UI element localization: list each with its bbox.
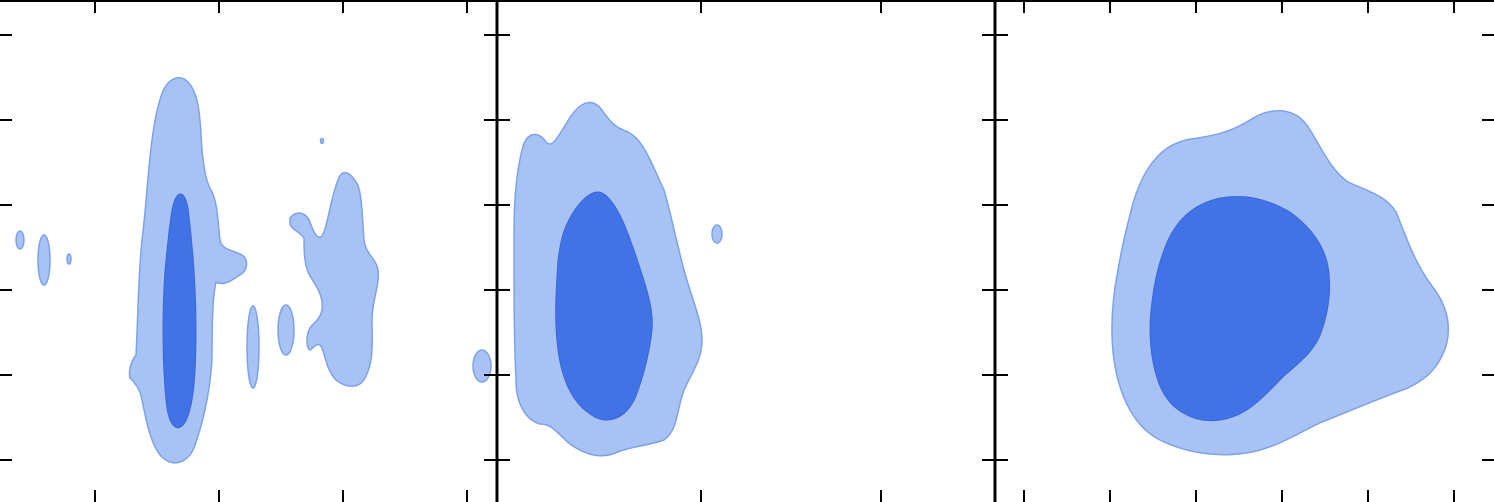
middle-inner-blob [555,191,653,421]
left-outer-speck-4 [246,305,260,389]
panel-left [15,77,492,464]
panel-middle-inner-contour [555,191,653,421]
left-outer-blob-right [289,171,380,387]
panel-right [1111,110,1450,456]
panel-middle [513,101,723,457]
left-outer-speck-2 [37,234,51,286]
left-inner-blob [162,193,197,429]
left-outer-speck-5 [277,304,295,356]
panel-left-outer-contour [15,77,492,464]
panel-right-inner-contour [1149,196,1331,422]
middle-outer-speck [711,224,723,244]
left-outer-speck-3 [66,253,72,265]
left-outer-speck-1 [15,230,25,250]
right-inner-blob [1149,196,1331,422]
left-outer-speck-6 [319,137,325,145]
left-outer-speck-7 [472,349,492,383]
panel-left-inner-contour [162,193,197,429]
